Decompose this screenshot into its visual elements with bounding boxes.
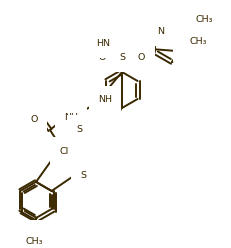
Text: NH: NH: [98, 95, 112, 104]
Text: CH₃: CH₃: [195, 15, 213, 25]
Text: S: S: [80, 171, 86, 180]
Text: O: O: [138, 54, 145, 62]
Text: O: O: [30, 229, 38, 239]
Text: O: O: [31, 115, 38, 124]
Text: HN: HN: [96, 39, 110, 49]
Text: O: O: [188, 18, 195, 27]
Text: N: N: [180, 28, 187, 36]
Text: O: O: [182, 43, 189, 53]
Text: O: O: [99, 54, 106, 62]
Text: CH₃: CH₃: [189, 37, 207, 47]
Text: N: N: [157, 28, 164, 36]
Text: NH: NH: [64, 113, 78, 122]
Text: CH₃: CH₃: [25, 238, 43, 247]
Text: S: S: [119, 54, 125, 62]
Text: S: S: [76, 124, 82, 133]
Text: Cl: Cl: [59, 147, 69, 155]
